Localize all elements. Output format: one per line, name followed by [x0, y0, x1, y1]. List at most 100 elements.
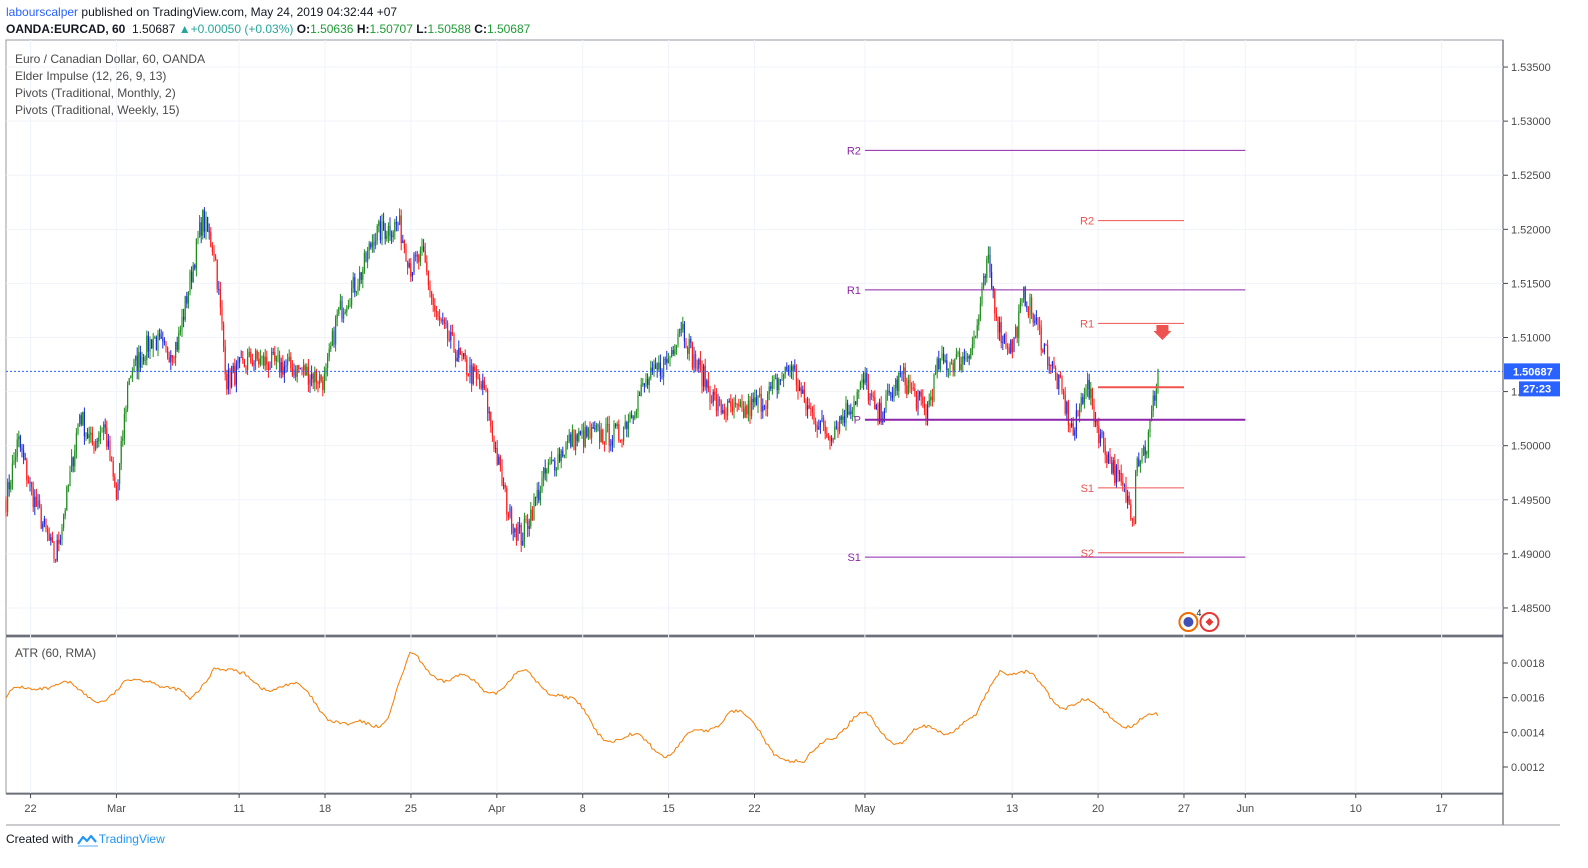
candle-body: [451, 332, 453, 335]
candle-body: [8, 482, 10, 490]
candle-body: [920, 391, 922, 398]
candle-body: [640, 384, 642, 396]
candle-body: [823, 417, 825, 426]
candle-body: [43, 518, 45, 524]
candle-body: [213, 251, 215, 257]
candle-body: [379, 221, 381, 241]
atr-tick-label: 0.0014: [1511, 727, 1545, 739]
candle-body: [991, 271, 993, 287]
chart-canvas[interactable]: R2 R1 P S1 R2 R1 S1 S2 1.53500 1.53000 1.52500 1.5…: [0, 0, 1588, 830]
candle-body: [618, 423, 620, 441]
candle-body: [1072, 423, 1074, 436]
candle-body: [499, 456, 501, 467]
candle-body: [1109, 453, 1111, 463]
candle-body: [51, 537, 53, 542]
candle-body: [632, 417, 634, 419]
candle-body: [1090, 388, 1092, 399]
candle-body: [95, 441, 97, 450]
candle-body: [1023, 287, 1025, 299]
price-candles: [5, 207, 1159, 563]
candle-body: [824, 425, 826, 434]
candle-body: [698, 359, 700, 369]
candle-body: [755, 397, 757, 405]
candle-body: [595, 425, 597, 430]
candle-body: [184, 296, 186, 320]
candle-body: [251, 362, 253, 366]
candle-body: [87, 433, 89, 439]
legend-monthly-pivots[interactable]: Pivots (Traditional, Monthly, 2): [15, 86, 176, 100]
candle-body: [229, 369, 231, 387]
candle-body: [503, 485, 505, 486]
candle-body: [285, 365, 287, 367]
candle-body: [1029, 297, 1031, 316]
candle-body: [287, 360, 289, 366]
candle-body: [339, 300, 341, 308]
candle-body: [183, 317, 185, 320]
candle-body: [517, 527, 519, 541]
atr-plot: [5, 651, 1159, 764]
candle-body: [1000, 322, 1002, 344]
candle-body: [1066, 401, 1068, 414]
candle-body: [149, 339, 151, 352]
candle-body: [59, 539, 61, 544]
candle-body: [463, 353, 465, 357]
candle-body: [519, 525, 521, 528]
candle-body: [242, 357, 244, 361]
candle-body: [139, 352, 141, 368]
author-link[interactable]: labourscalper: [6, 5, 79, 19]
candle-body: [941, 353, 943, 359]
candle-body: [943, 353, 945, 362]
candle-body: [330, 345, 332, 349]
candle-body: [195, 238, 197, 269]
candle-body: [922, 397, 924, 404]
candle-body: [1151, 410, 1153, 421]
candle-body: [562, 450, 564, 457]
candle-body: [371, 242, 373, 248]
candle-body: [74, 450, 76, 467]
candle-body: [205, 217, 207, 232]
candle-body: [683, 323, 685, 342]
candle-body: [581, 430, 583, 435]
candle-body: [730, 401, 732, 407]
candle-body: [442, 319, 444, 321]
candle-body: [669, 357, 671, 359]
low-value: 1.50588: [427, 22, 471, 36]
candle-body: [856, 391, 858, 405]
candle-body: [1050, 364, 1052, 367]
candle-body: [447, 322, 449, 339]
candle-body: [112, 461, 114, 477]
candle-body: [1067, 401, 1069, 425]
legend-atr[interactable]: ATR (60, RMA): [15, 646, 97, 660]
candle-body: [467, 375, 469, 377]
tradingview-brand-link[interactable]: TradingView: [98, 832, 165, 846]
candle-body: [85, 433, 87, 437]
candle-body: [34, 496, 36, 508]
candle-body: [1115, 465, 1117, 484]
candle-body: [485, 389, 487, 391]
candle-body: [80, 415, 82, 425]
candle-body: [768, 386, 770, 395]
price-tick-label: 1.52500: [1511, 170, 1551, 182]
candle-body: [216, 260, 218, 290]
candle-body: [277, 355, 279, 356]
time-tick-label: Apr: [488, 803, 505, 815]
candle-body: [992, 286, 994, 291]
candle-body: [507, 514, 509, 518]
candle-body: [539, 491, 541, 501]
candle-body: [1152, 395, 1154, 411]
candle-body: [117, 483, 119, 500]
candle-body: [461, 354, 463, 357]
candle-body: [587, 428, 589, 437]
candle-body: [13, 460, 15, 464]
legend-elder-impulse[interactable]: Elder Impulse (12, 26, 9, 13): [15, 69, 167, 83]
candle-body: [464, 353, 466, 360]
candle-body: [738, 404, 740, 407]
candle-body: [106, 427, 108, 447]
candle-body: [69, 471, 71, 487]
candle-body: [200, 222, 202, 236]
candle-body: [64, 510, 66, 516]
candle-body: [971, 344, 973, 349]
candle-body: [835, 426, 837, 428]
candle-body: [40, 507, 42, 529]
legend-weekly-pivots[interactable]: Pivots (Traditional, Weekly, 15): [15, 103, 180, 117]
